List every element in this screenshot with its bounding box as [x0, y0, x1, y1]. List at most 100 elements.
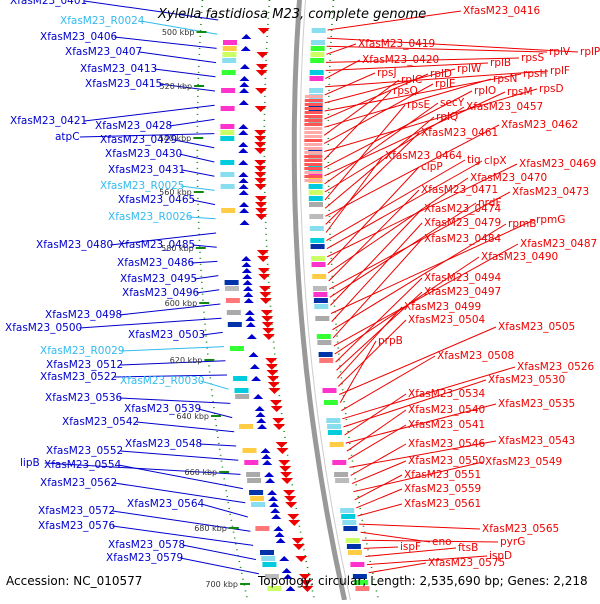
left-gene-label[interactable]: XfasM23_R0025 [100, 180, 184, 192]
left-gene-label[interactable]: XfasM23_0542 [62, 416, 139, 428]
left-gene-label[interactable]: XfasM23_0578 [108, 539, 185, 551]
left-gene-label[interactable]: XfasM23_0536 [45, 392, 123, 404]
right-gene-label[interactable]: rpsS [521, 52, 544, 64]
left-gene-label[interactable]: XfasM23_0564 [127, 498, 205, 510]
right-gene-label[interactable]: rplE [435, 78, 456, 90]
right-gene-label[interactable]: nrdF [478, 197, 502, 209]
right-gene-label[interactable]: XfasM23_0549 [485, 456, 562, 468]
right-gene-label[interactable]: ispD [489, 550, 512, 562]
left-gene-label[interactable]: atpC [55, 131, 80, 143]
right-gene-label[interactable]: clpX [484, 155, 507, 167]
left-gene-label[interactable]: XfasM23_R0029 [40, 345, 124, 357]
left-gene-label[interactable]: XfasM23_0579 [106, 552, 183, 564]
right-gene-label[interactable]: rpsQ [393, 85, 418, 97]
right-gene-label[interactable]: XfasM23_0505 [498, 321, 575, 333]
right-gene-label[interactable]: XfasM23_0473 [512, 186, 589, 198]
right-gene-label[interactable]: XfasM23_0494 [424, 272, 502, 284]
left-gene-label[interactable]: XfasM23_0576 [38, 520, 116, 532]
left-gene-label[interactable]: XfasM23_0495 [120, 273, 197, 285]
right-gene-label[interactable]: tig [467, 154, 481, 166]
left-gene-label[interactable]: XfasM23_0465 [118, 194, 195, 206]
right-gene-label[interactable]: XfasM23_0470 [470, 172, 547, 184]
right-gene-label[interactable]: rplF [550, 65, 570, 77]
left-gene-label[interactable]: XfasM23_0486 [117, 257, 195, 269]
right-gene-label[interactable]: rpmB [508, 218, 536, 230]
right-gene-label[interactable]: ftsB [458, 542, 478, 554]
right-gene-label[interactable]: XfasM23_0462 [501, 119, 578, 131]
right-gene-label[interactable]: prpB [378, 335, 403, 347]
left-gene-label[interactable]: XfasM23_R0024 [60, 15, 145, 27]
right-gene-label[interactable]: XfasM23_0487 [520, 238, 597, 250]
right-gene-label[interactable]: XfasM23_0508 [437, 350, 514, 362]
right-gene-label[interactable]: XfasM23_0469 [519, 158, 596, 170]
right-gene-label[interactable]: XfasM23_0561 [404, 498, 481, 510]
right-gene-label[interactable]: XfasM23_0504 [408, 314, 486, 326]
right-gene-label[interactable]: rplB [490, 57, 511, 69]
left-gene-label[interactable]: XfasM23_0415 [85, 78, 162, 90]
right-gene-label[interactable]: XfasM23_0490 [481, 251, 558, 263]
right-gene-label[interactable]: XfasM23_0526 [517, 361, 595, 373]
right-gene-label[interactable]: XfasM23_0474 [424, 203, 502, 215]
right-gene-label[interactable]: rpsJ [377, 67, 397, 79]
right-gene-label[interactable]: XfasM23_0541 [408, 419, 485, 431]
left-gene-label[interactable]: XfasM23_0562 [40, 477, 117, 489]
right-gene-label[interactable]: XfasM23_0530 [488, 374, 565, 386]
right-gene-label[interactable]: rplW [457, 63, 482, 75]
right-gene-label[interactable]: rplD [430, 68, 452, 80]
left-gene-label[interactable]: XfasM23_0500 [5, 322, 82, 334]
right-gene-label[interactable]: rplV [549, 46, 571, 58]
right-gene-label[interactable]: XfasM23_0534 [408, 388, 486, 400]
left-gene-label[interactable]: XfasM23_0401 [10, 0, 87, 7]
left-gene-label[interactable]: XfasM23_0522 [40, 371, 117, 383]
right-gene-label[interactable]: XfasM23_0420 [362, 54, 439, 66]
right-gene-label[interactable]: XfasM23_0416 [463, 5, 541, 17]
right-gene-label[interactable]: rplQ [436, 111, 458, 123]
left-gene-label[interactable]: XfasM23_0480 [36, 239, 113, 251]
right-gene-label[interactable]: XfasM23_0479 [424, 217, 501, 229]
right-gene-label[interactable]: rpsE [407, 99, 430, 111]
right-gene-label[interactable]: ispF [400, 541, 421, 553]
right-gene-label[interactable]: XfasM23_0464 [385, 150, 463, 162]
right-gene-label[interactable]: rpsM [507, 86, 533, 98]
left-gene-label[interactable]: XfasM23_0498 [45, 309, 122, 321]
left-gene-label[interactable]: XfasM23_R0026 [108, 211, 193, 223]
right-gene-label[interactable]: XfasM23_0550 [408, 455, 485, 467]
right-gene-label[interactable]: rpmG [536, 214, 565, 226]
right-gene-label[interactable]: rplP [580, 46, 600, 58]
left-gene-label[interactable]: XfasM23_0496 [122, 287, 200, 299]
right-gene-label[interactable]: rplO [474, 85, 496, 97]
left-gene-label[interactable]: XfasM23_0503 [128, 329, 205, 341]
right-gene-label[interactable]: XfasM23_0565 [482, 523, 559, 535]
left-gene-label[interactable]: XfasM23_0407 [65, 46, 142, 58]
left-gene-label[interactable]: XfasM23_0539 [124, 403, 201, 415]
left-gene-label[interactable]: XfasM23_R0030 [120, 375, 204, 387]
right-gene-label[interactable]: XfasM23_0540 [408, 404, 485, 416]
right-gene-label[interactable]: XfasM23_0499 [404, 301, 481, 313]
left-gene-label[interactable]: XfasM23_0552 [46, 445, 123, 457]
left-gene-label[interactable]: XfasM23_0572 [38, 505, 115, 517]
right-gene-label[interactable]: XfasM23_0484 [424, 233, 502, 245]
right-gene-label[interactable]: pyrG [500, 536, 525, 548]
right-gene-label[interactable]: rpsN [493, 73, 517, 85]
left-gene-label[interactable]: XfasM23_0431 [108, 164, 185, 176]
left-gene-label[interactable]: XfasM23_0406 [40, 31, 118, 43]
right-gene-label[interactable]: XfasM23_0551 [404, 469, 481, 481]
right-gene-label[interactable]: rpsH [523, 68, 547, 80]
left-gene-label[interactable]: XfasM23_0548 [125, 438, 202, 450]
right-gene-label[interactable]: eno [432, 536, 452, 548]
left-gene-label[interactable]: XfasM23_0512 [46, 359, 123, 371]
left-gene-label[interactable]: XfasM23_0485 [118, 239, 195, 251]
right-gene-label[interactable]: XfasM23_0535 [498, 398, 575, 410]
left-gene-label[interactable]: XfasM23_0554 [44, 459, 122, 471]
right-gene-label[interactable]: XfasM23_0546 [408, 438, 486, 450]
right-gene-label[interactable]: XfasM23_0559 [404, 483, 481, 495]
left-gene-label[interactable]: XfasM23_0430 [105, 148, 182, 160]
right-gene-label[interactable]: secY [440, 97, 465, 109]
right-gene-label[interactable]: XfasM23_0461 [421, 127, 498, 139]
right-gene-label[interactable]: rplC [401, 74, 422, 86]
left-gene-label[interactable]: lipB [20, 457, 40, 469]
right-gene-label[interactable]: rpsD [539, 83, 564, 95]
right-gene-label[interactable]: XfasM23_0575 [428, 557, 505, 569]
right-gene-label[interactable]: XfasM23_0497 [424, 286, 501, 298]
